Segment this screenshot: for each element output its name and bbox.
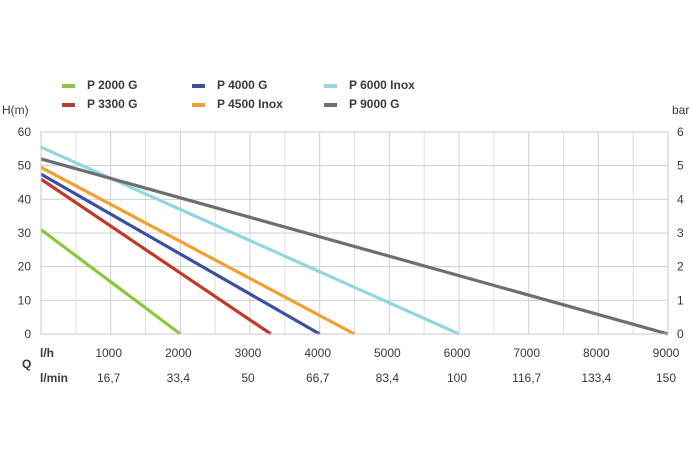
y-right-tick-label: 4 (677, 192, 684, 206)
legend-label: P 3300 G (87, 97, 137, 111)
legend-label: P 4000 G (217, 78, 267, 92)
y-right-tick-label: 3 (677, 226, 684, 240)
x-unit-label-lmin: l/min (40, 371, 68, 385)
series-line-1 (40, 228, 182, 336)
legend-swatch (324, 84, 337, 88)
series-line-3 (40, 172, 321, 336)
plot-frame (40, 131, 669, 335)
x2-tick-label: 133,4 (581, 371, 611, 385)
x2-tick-label: 100 (447, 371, 467, 385)
y-right-tick-label: 0 (677, 327, 684, 341)
y-left-tick-label: 50 (18, 159, 32, 173)
x2-tick-label: 150 (656, 371, 676, 385)
y-right-tick-label: 2 (677, 260, 684, 274)
legend-swatch (192, 84, 205, 88)
y-left-tick-label: 60 (18, 125, 32, 139)
x-tick-label: 2000 (165, 346, 192, 360)
legend: P 2000 G P 3300 G P 4000 G P 4500 Inox P 600… (62, 78, 415, 111)
x-tick-label: 4000 (304, 346, 331, 360)
x2-tick-label: 33,4 (167, 371, 191, 385)
legend-label: P 9000 G (349, 97, 399, 111)
series-line-4 (40, 165, 356, 336)
legend-swatch (192, 103, 205, 107)
x2-tick-label: 83,4 (376, 371, 400, 385)
y-left-tick-label: 0 (24, 327, 31, 341)
y-right-ticks: 0 1 2 3 4 5 6 (677, 125, 684, 341)
grid (41, 131, 669, 335)
x-tick-label: 9000 (653, 346, 680, 360)
y-left-axis-label: H(m) (2, 103, 29, 117)
x2-tick-label: 16,7 (97, 371, 121, 385)
legend-label: P 4500 Inox (217, 97, 283, 111)
q-label: Q (22, 357, 31, 371)
y-left-tick-label: 40 (18, 192, 32, 206)
y-left-ticks: 0 10 20 30 40 50 60 (18, 125, 32, 341)
legend-label: P 6000 Inox (349, 78, 415, 92)
x-tick-label: 8000 (583, 346, 610, 360)
x2-ticks: 16,7 33,4 50 66,7 83,4 100 116,7 133,4 150 (97, 371, 676, 385)
y-right-tick-label: 1 (677, 293, 684, 307)
y-left-tick-label: 10 (18, 293, 32, 307)
x-tick-label: 6000 (444, 346, 471, 360)
legend-swatch (62, 103, 75, 107)
y-right-tick-label: 5 (677, 159, 684, 173)
x-tick-label: 5000 (374, 346, 401, 360)
x2-tick-label: 116,7 (512, 371, 541, 385)
legend-swatch (324, 103, 337, 107)
x-ticks: 1000 2000 3000 4000 5000 6000 7000 8000 9000 (95, 346, 679, 360)
x-tick-label: 7000 (513, 346, 540, 360)
y-right-axis-label: bar (672, 103, 689, 117)
y-left-tick-label: 20 (18, 260, 32, 274)
series-line-6 (40, 157, 669, 336)
legend-label: P 2000 G (87, 78, 137, 92)
series-line-2 (40, 177, 272, 336)
legend-swatch (62, 84, 75, 88)
x-tick-label: 1000 (95, 346, 122, 360)
y-right-tick-label: 6 (677, 125, 684, 139)
y-left-tick-label: 30 (18, 226, 32, 240)
x2-tick-label: 66,7 (306, 371, 330, 385)
x-tick-label: 3000 (235, 346, 262, 360)
x2-tick-label: 50 (241, 371, 255, 385)
x-unit-label-lh: l/h (40, 346, 54, 360)
series-lines (40, 145, 669, 336)
